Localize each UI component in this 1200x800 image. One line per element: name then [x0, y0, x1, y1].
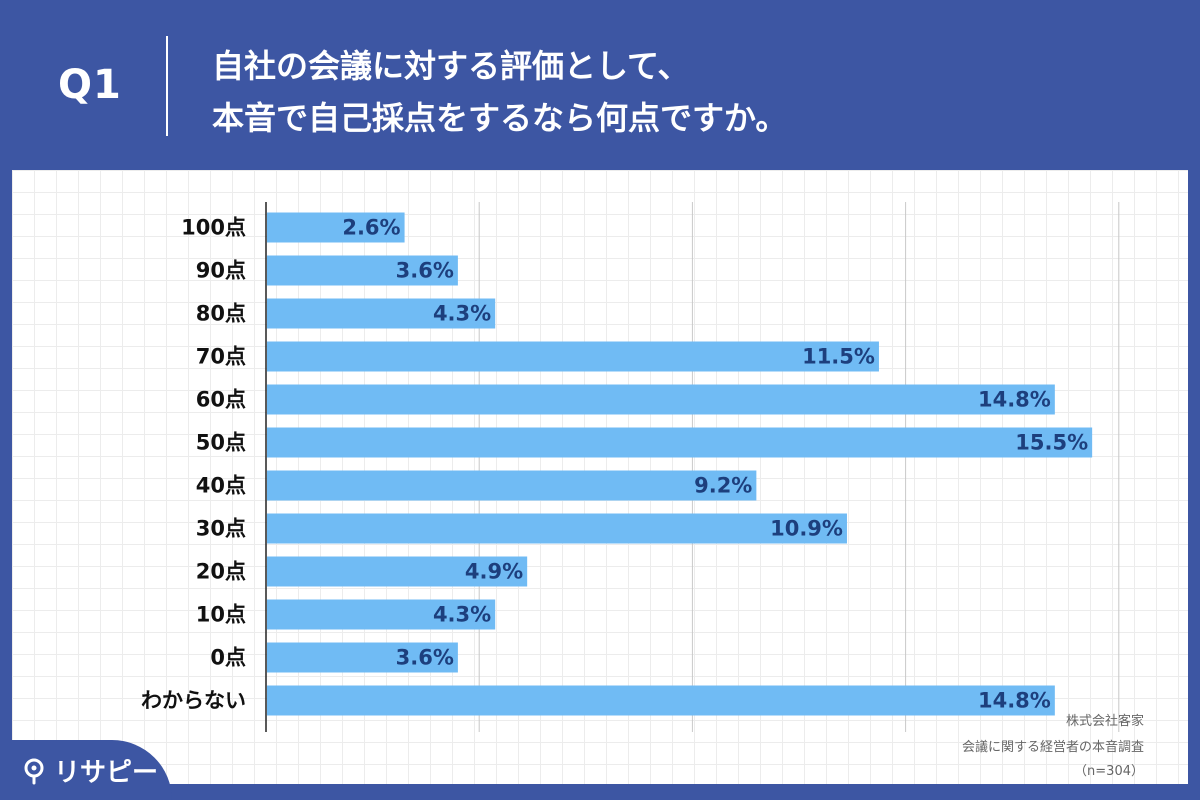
header: Q1 自社の会議に対する評価として、 本音で自己採点をするなら何点ですか。 — [0, 0, 1200, 170]
credit-sample-size: （n=304） — [1074, 764, 1144, 779]
category-label: 10点 — [196, 603, 246, 627]
value-label: 4.9% — [465, 560, 523, 584]
credit-survey: 会議に関する経営者の本音調査 — [961, 740, 1144, 755]
category-label: わからない — [141, 689, 246, 713]
value-label: 15.5% — [1015, 431, 1088, 455]
bar — [267, 384, 1055, 415]
value-label: 3.6% — [396, 259, 454, 283]
bar — [267, 685, 1055, 716]
category-label: 30点 — [196, 517, 246, 541]
value-label: 11.5% — [802, 345, 875, 369]
value-label: 4.3% — [433, 603, 491, 627]
category-label: 70点 — [196, 345, 246, 369]
question-label: Q1 — [58, 62, 122, 108]
category-label: 50点 — [196, 431, 246, 455]
header-divider — [166, 36, 168, 136]
category-label: 100点 — [181, 216, 246, 240]
bar — [267, 341, 879, 372]
pin-icon — [24, 758, 44, 784]
bar — [267, 470, 757, 501]
bar — [267, 599, 496, 630]
question-line-1: 自社の会議に対する評価として、 — [212, 47, 690, 85]
bar — [267, 212, 405, 243]
value-label: 4.3% — [433, 302, 491, 326]
category-label: 40点 — [196, 474, 246, 498]
logo-text: リサピー — [54, 758, 159, 788]
value-label: 3.6% — [396, 646, 454, 670]
bar — [267, 513, 847, 544]
value-label: 14.8% — [978, 388, 1051, 412]
category-label: 60点 — [196, 388, 246, 412]
bar — [267, 255, 458, 286]
category-label: 0点 — [210, 646, 246, 670]
bar — [267, 427, 1093, 458]
bar — [267, 556, 528, 587]
value-label: 14.8% — [978, 689, 1051, 713]
category-label: 80点 — [196, 302, 246, 326]
bar — [267, 298, 496, 329]
question-line-2: 本音で自己採点をするなら何点ですか。 — [212, 99, 788, 137]
question-text: 自社の会議に対する評価として、 本音で自己採点をするなら何点ですか。 — [212, 40, 787, 144]
chart-panel: 100点 2.6% 90点 3.6% 80点 4.3% 70点 11.5% 60点 14.8% 50… — [12, 170, 1188, 784]
category-label: 20点 — [196, 560, 246, 584]
value-label: 9.2% — [694, 474, 752, 498]
value-label: 10.9% — [770, 517, 843, 541]
logo-tab — [0, 740, 172, 800]
bar-chart: 100点 2.6% 90点 3.6% 80点 4.3% 70点 11.5% 60点 14.8% 50… — [141, 202, 1120, 732]
value-label: 2.6% — [342, 216, 400, 240]
bar — [267, 642, 458, 673]
credit-company: 株式会社客家 — [1065, 714, 1144, 729]
category-label: 90点 — [196, 259, 246, 283]
brand-logo: リサピー — [20, 752, 158, 789]
